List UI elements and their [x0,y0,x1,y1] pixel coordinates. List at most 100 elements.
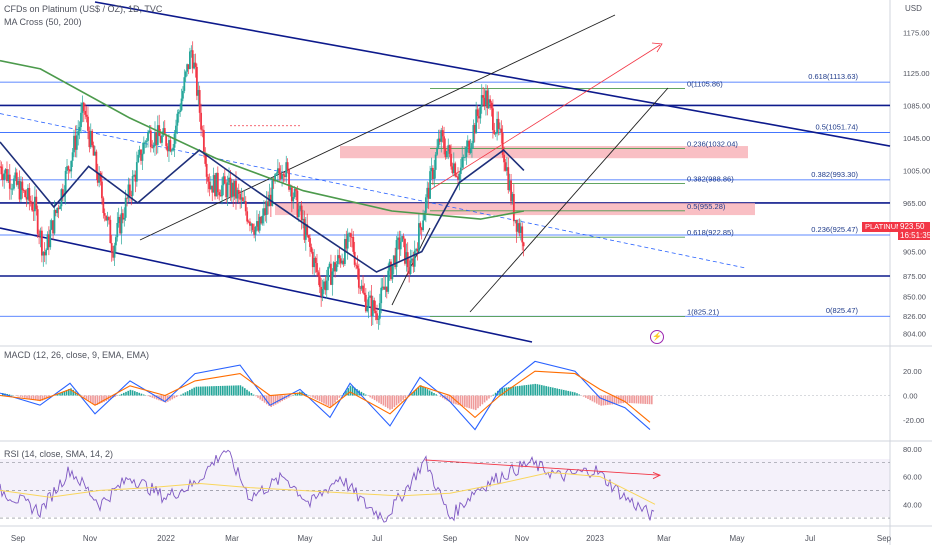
candle [85,105,88,123]
candle [457,167,459,186]
candle [66,158,68,174]
candle-body [380,287,383,304]
candle-body [85,114,88,117]
candle [22,188,25,193]
candle-body [191,50,194,69]
candle-body [81,102,84,113]
candle-body [105,215,108,221]
candle [487,88,490,110]
candle-body [398,237,401,250]
candle-body [22,190,25,191]
macd-histogram-bar [483,395,486,403]
macd-histogram-bar [648,395,651,405]
macd-histogram-bar [290,395,292,397]
lightning-icon[interactable]: ⚡ [650,330,664,344]
candle-body [42,252,45,256]
macd-histogram-bar [534,383,536,396]
candle-body [183,77,186,91]
candle-body [489,99,492,103]
time-axis-label: Sep [877,534,892,543]
candle-body [109,219,112,244]
candle-body [302,218,304,221]
candle [103,208,106,222]
macd-histogram-bar [228,385,231,396]
candle [479,105,482,124]
macd-histogram-bar [424,387,426,396]
candle-body [246,211,249,222]
candle [342,258,345,268]
macd-histogram-bar [450,395,453,404]
candle [265,191,268,224]
macd-histogram-bar [208,386,211,396]
currency-label: USD [905,4,922,13]
macd-histogram-bar [109,395,112,399]
candle [200,103,202,137]
candle-body [317,272,320,276]
candle [378,293,381,326]
candle-body [154,132,156,146]
candle [137,149,140,164]
candle [204,147,207,167]
candle-body [260,216,263,224]
candle-body [465,146,468,157]
candle-body [282,174,285,176]
fib-label: 0.618(922.85) [687,228,734,237]
macd-histogram-bar [235,385,237,396]
macd-histogram-bar [239,385,242,396]
candle-body [82,102,85,111]
candle [472,119,475,149]
candle [288,168,290,192]
macd-histogram-bar [457,395,459,405]
candle-body [6,169,8,181]
candle-body [359,287,362,289]
candle-body [1,174,4,180]
candle [219,189,222,197]
macd-histogram-bar [488,395,490,399]
candle-body [476,109,479,116]
macd-histogram-bar [37,395,39,401]
macd-title[interactable]: MACD (12, 26, close, 9, EMA, EMA) [4,350,150,360]
macd-histogram-bar [523,385,525,396]
candle-body [272,180,275,182]
last-price-tag: 923.50 16:51:35 [898,222,932,240]
candle [73,129,75,158]
candle [426,181,429,209]
candle [369,290,371,299]
macd-histogram-bar [426,389,429,396]
candle-body [468,140,471,153]
macd-histogram-bar [560,389,563,396]
candle-body [256,221,258,227]
candle-body [17,180,20,185]
ma-cross-title[interactable]: MA Cross (50, 200) [4,17,82,27]
rsi-title[interactable]: RSI (14, close, SMA, 14, 2) [4,449,114,459]
candle-body [473,125,476,134]
macd-histogram-bar [400,395,402,402]
candle [338,247,341,265]
candle [490,100,493,117]
macd-histogram-bar [490,395,492,397]
candle-body [486,90,489,109]
candle-body [492,108,494,131]
candle-body [180,98,183,111]
candle-body [296,190,299,218]
candle [459,158,462,182]
macd-histogram-bar [182,393,184,396]
macd-histogram-bar [569,391,572,396]
macd-histogram-bar [43,395,46,400]
macd-histogram-bar [46,395,48,399]
candle [518,218,521,237]
candle-body [334,262,337,272]
macd-histogram-bar [151,395,154,398]
candle [18,170,21,203]
candle [158,114,161,137]
candle [406,242,409,276]
last-price-countdown: 16:51:35 [900,231,932,240]
macd-histogram-bar [272,395,275,406]
candle-body [418,223,420,252]
candle-body [429,171,431,199]
candle [7,169,10,183]
macd-histogram-bar [30,395,33,400]
candle [135,151,138,187]
macd-histogram-bar [173,395,176,399]
